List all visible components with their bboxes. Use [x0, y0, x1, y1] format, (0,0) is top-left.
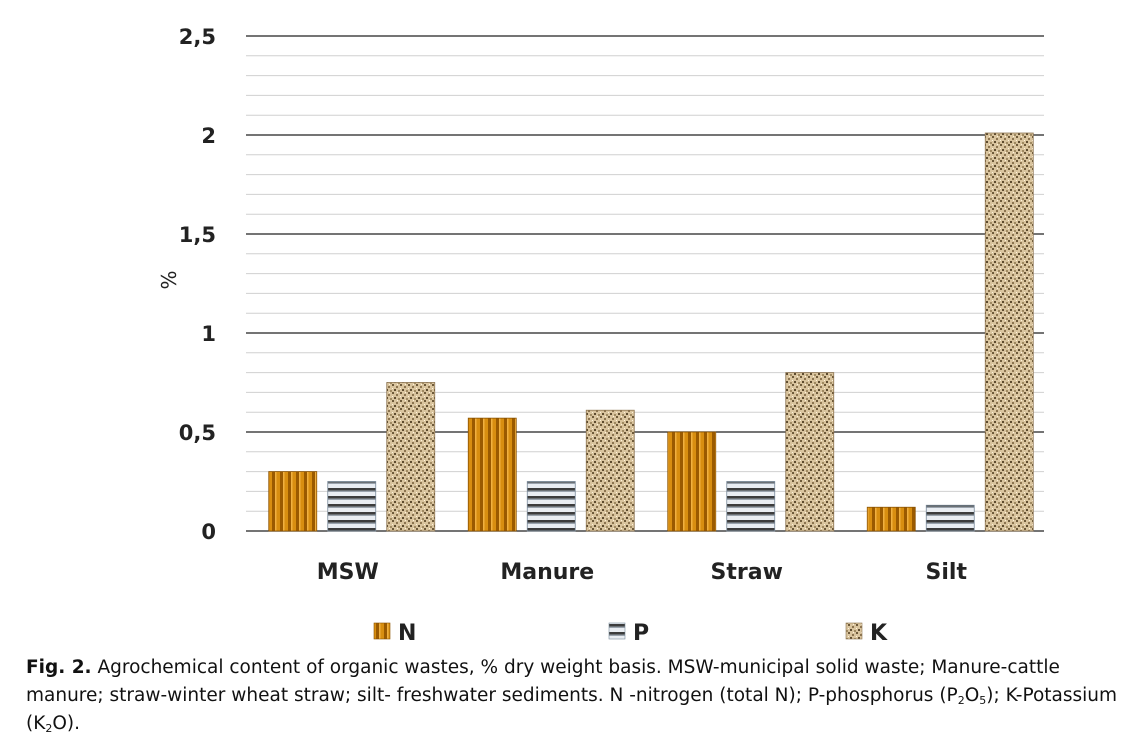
- gridlines: [246, 35, 1044, 532]
- bar-P-Manure: [526, 481, 576, 532]
- figure-caption: Fig. 2. Agrochemical content of organic …: [26, 654, 1136, 738]
- y-tick-label: 0: [201, 520, 216, 544]
- legend-swatch-N: [373, 622, 391, 640]
- legend-swatch-K: [845, 622, 863, 640]
- caption-k-o: O: [52, 713, 67, 734]
- caption-p-sub-2: 5: [979, 694, 987, 707]
- legend-swatch-P: [608, 622, 626, 640]
- x-category-label: Silt: [926, 560, 968, 585]
- bar-N-Silt: [866, 506, 916, 532]
- x-category-label: Manure: [500, 560, 594, 585]
- caption-text-3: ).: [66, 713, 81, 734]
- legend-label-N: N: [398, 621, 416, 646]
- caption-k-sub-1: 2: [45, 722, 53, 735]
- y-tick-label: 2,5: [179, 25, 216, 49]
- bars: [268, 132, 1034, 532]
- bar-P-Silt: [925, 504, 975, 532]
- legend-label-K: K: [870, 621, 888, 646]
- bar-N-Straw: [667, 431, 717, 532]
- bar-K-MSW: [386, 382, 436, 532]
- caption-text-1: Agrochemical content of organic wastes, …: [26, 657, 1060, 706]
- bar-P-MSW: [327, 481, 377, 532]
- x-category-label: Straw: [711, 560, 783, 585]
- y-tick-label: 1,5: [179, 223, 216, 247]
- x-category-label: MSW: [317, 560, 379, 585]
- caption-p-sub-1: 2: [957, 694, 965, 707]
- bar-K-Silt: [984, 132, 1034, 532]
- y-tick-label: 2: [201, 124, 216, 148]
- bar-N-MSW: [268, 471, 318, 532]
- y-axis-ticks: 0 0,5 1 1,5 2 2,5: [179, 25, 216, 544]
- bar-K-Straw: [785, 372, 835, 532]
- y-tick-label: 1: [201, 322, 216, 346]
- legend-label-P: P: [633, 621, 649, 646]
- y-axis-label: %: [157, 270, 181, 289]
- bar-chart: 0 0,5 1 1,5 2 2,5 % MSW Manure Straw Silt N P K: [157, 25, 1044, 646]
- bar-N-Manure: [467, 417, 517, 532]
- bar-P-Straw: [726, 481, 776, 532]
- caption-label: Fig. 2.: [26, 657, 92, 678]
- bar-K-Manure: [585, 409, 635, 532]
- caption-p-o: O: [964, 685, 980, 706]
- y-tick-label: 0,5: [179, 421, 216, 445]
- x-axis-categories: MSW Manure Straw Silt: [317, 560, 968, 585]
